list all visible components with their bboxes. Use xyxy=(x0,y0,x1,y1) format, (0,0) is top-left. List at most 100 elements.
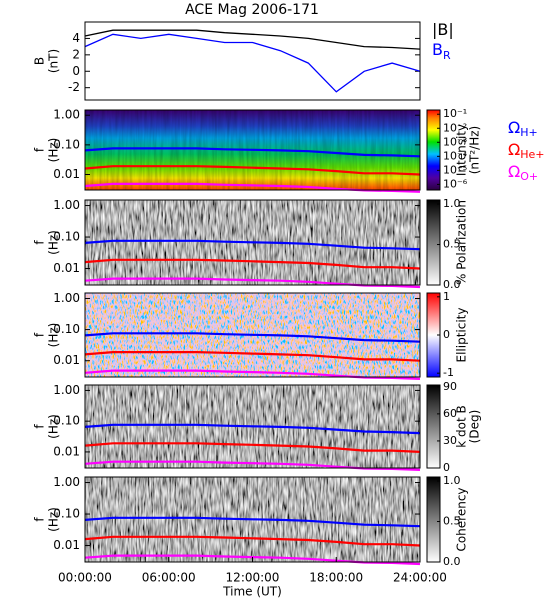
series-line xyxy=(84,442,421,453)
y-tick-label: 0.01 xyxy=(53,167,80,181)
legend-label: |B| xyxy=(432,20,454,39)
colorbar-tick-label: 10⁻³ xyxy=(443,135,467,148)
y-axis-label: (Hz) xyxy=(47,230,61,255)
legend-label: BR xyxy=(432,40,451,63)
series-line xyxy=(84,423,421,435)
series-line xyxy=(84,29,421,50)
y-axis-label: (Hz) xyxy=(47,323,61,348)
colorbar-tick-label: 10⁻² xyxy=(443,121,467,134)
y-tick-label: 1.00 xyxy=(53,475,80,489)
colorbar-tick-label: -1 xyxy=(443,366,454,379)
colorbar-tick-label: 0.0 xyxy=(443,555,461,568)
y-axis-label: (nT) xyxy=(47,49,61,73)
colorbar-tick-label: 1.0 xyxy=(443,197,461,210)
series-line xyxy=(84,535,421,547)
y-tick-label: 0.01 xyxy=(53,261,80,275)
plot-frame xyxy=(84,109,421,191)
colorbar-label: Ellipticity xyxy=(455,308,469,363)
series-line xyxy=(84,33,421,93)
colorbar-label: Coherency xyxy=(455,487,469,551)
plot-frame xyxy=(84,21,421,101)
x-tick-label: 12:00:00 xyxy=(226,571,280,585)
y-tick-label: 0.10 xyxy=(53,230,80,244)
y-tick-label: 1.00 xyxy=(53,383,80,397)
y-tick-label: 0.10 xyxy=(53,322,80,336)
colorbar-tick-label: 0 xyxy=(443,461,450,474)
colorbar-tick-label: 0 xyxy=(443,328,450,341)
series-line xyxy=(84,165,421,176)
colorbar-tick-label: 0.5 xyxy=(443,238,461,251)
legend-subscript: He+ xyxy=(520,148,544,161)
series-line xyxy=(84,516,421,528)
colorbar xyxy=(426,384,441,469)
y-axis-label: f xyxy=(33,424,47,429)
chart-title: ACE Mag 2006-171 xyxy=(185,2,319,18)
colorbar-label: (Deg) xyxy=(468,410,482,444)
y-tick-label: 2 xyxy=(72,47,80,61)
colorbar-tick-label: 90 xyxy=(443,380,457,393)
plot-frame xyxy=(84,292,421,378)
y-tick-label: -2 xyxy=(68,80,80,94)
colorbar-label: (nT²/Hz) xyxy=(468,126,482,174)
y-tick-label: 1.00 xyxy=(53,108,80,122)
y-axis-label: (Hz) xyxy=(47,414,61,439)
plot-frame xyxy=(84,384,421,469)
legend-name: Ω xyxy=(508,162,520,181)
series-line xyxy=(84,332,421,343)
x-tick-label: 00:00:00 xyxy=(58,571,112,585)
y-axis-label: f xyxy=(33,517,47,522)
x-tick-label: 18:00:00 xyxy=(309,571,363,585)
y-axis-label: f xyxy=(33,332,47,337)
colorbar-tick-label: 1.0 xyxy=(443,474,461,487)
legend-subscript: H+ xyxy=(520,126,538,139)
colorbar xyxy=(426,476,441,563)
colorbar-tick-label: 0.0 xyxy=(443,278,461,291)
legend-label: ΩH+ xyxy=(508,118,538,140)
colorbar xyxy=(426,199,441,286)
colorbar xyxy=(426,109,441,191)
plot-frame xyxy=(84,199,421,286)
legend-name: Ω xyxy=(508,118,520,137)
legend-label: ΩHe+ xyxy=(508,140,545,162)
y-tick-label: 1.00 xyxy=(53,198,80,212)
x-tick-label: 06:00:00 xyxy=(142,571,196,585)
y-tick-label: 0.01 xyxy=(53,353,80,367)
colorbar-label: Intensity xyxy=(455,124,469,176)
colorbar-tick-label: 10⁻¹ xyxy=(443,107,467,120)
y-axis-label: (Hz) xyxy=(47,138,61,163)
y-tick-label: 1.00 xyxy=(53,291,80,305)
series-line xyxy=(84,239,421,251)
colorbar-tick-label: 10⁻⁴ xyxy=(443,149,468,162)
colorbar-tick-label: 60 xyxy=(443,407,457,420)
y-axis-label: f xyxy=(33,147,47,152)
legend-name: B xyxy=(432,40,443,59)
colorbar-label: k dot B xyxy=(455,405,469,447)
colorbar-tick-label: 10⁻⁵ xyxy=(443,163,467,176)
legend-subscript: O+ xyxy=(520,170,538,183)
series-line xyxy=(84,147,421,158)
colorbar-label: % Polarization xyxy=(455,200,469,285)
series-line xyxy=(84,351,421,362)
y-tick-label: 0.01 xyxy=(53,538,80,552)
legend-name: Ω xyxy=(508,140,520,159)
y-axis-label: f xyxy=(33,240,47,245)
colorbar-tick-label: 30 xyxy=(443,434,457,447)
colorbar-tick-label: 0.5 xyxy=(443,515,461,528)
legend-name: |B| xyxy=(432,20,454,39)
y-tick-label: 4 xyxy=(72,31,80,45)
y-tick-label: 0 xyxy=(72,64,80,78)
y-tick-label: 0.10 xyxy=(53,507,80,521)
y-tick-label: 0.10 xyxy=(53,414,80,428)
y-axis-label: (Hz) xyxy=(47,507,61,532)
legend-label: ΩO+ xyxy=(508,162,538,184)
colorbar-tick-label: 10⁻⁶ xyxy=(443,177,468,190)
series-line xyxy=(84,258,421,270)
x-axis-label: Time (UT) xyxy=(222,585,282,599)
y-tick-label: 0.10 xyxy=(53,137,80,151)
y-tick-label: 0.01 xyxy=(53,444,80,458)
y-axis-label: B xyxy=(33,57,47,65)
legend-subscript: R xyxy=(443,49,451,62)
x-tick-label: 24:00:00 xyxy=(393,571,447,585)
colorbar-tick-label: 1 xyxy=(443,290,450,303)
